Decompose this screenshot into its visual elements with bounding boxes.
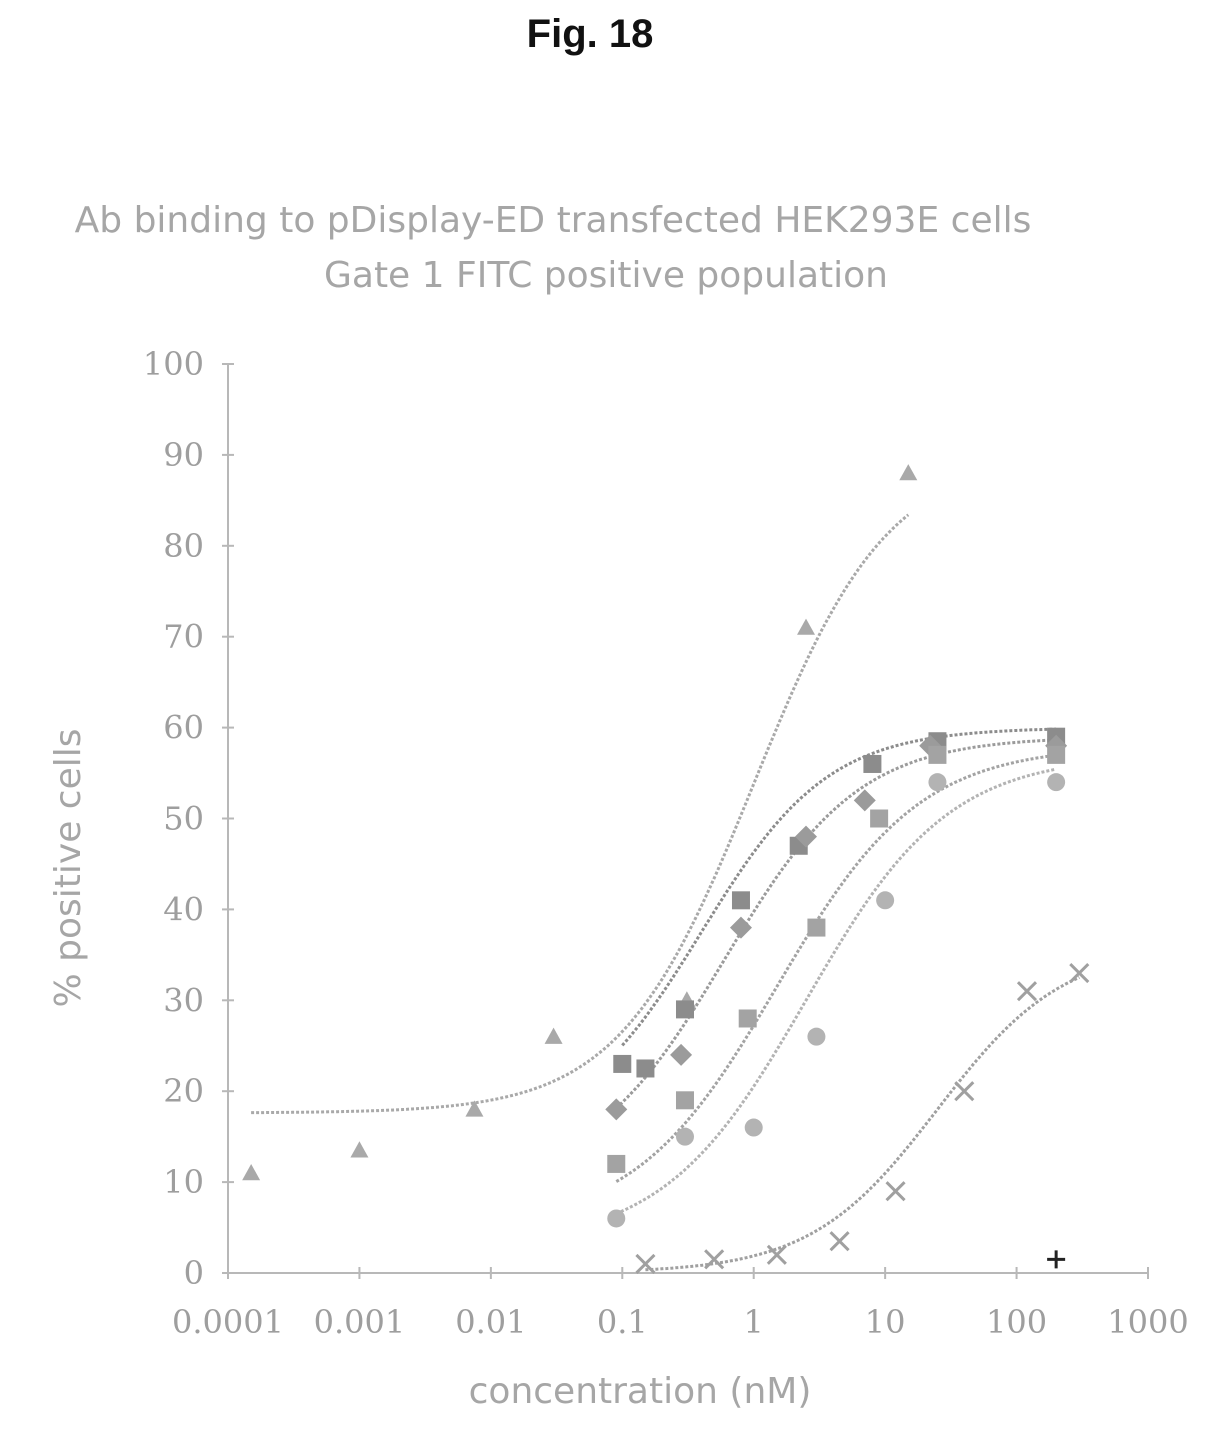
axes	[222, 363, 1149, 1279]
chart-subtitle: Gate 1 FITC positive population	[324, 255, 888, 296]
data-point-series-4	[870, 809, 889, 828]
data-point-series-6	[766, 1244, 787, 1265]
tick-labels: 0 10 20 30 40 50 60 70 80 90 100 0.0001 0.001 0.01 0.1…	[143, 345, 1189, 1341]
y-tick-label: 0	[184, 1254, 204, 1292]
fit-curve-series-6	[645, 975, 1080, 1272]
data-point-series-1	[797, 618, 816, 635]
fit-curve-series-4	[615, 753, 1057, 1183]
y-tick-label: 40	[163, 890, 204, 928]
data-point-series-4	[675, 1091, 694, 1110]
data-point-series-6	[1069, 962, 1090, 984]
data-point-series-2	[863, 754, 882, 773]
x-tick-label: 100	[986, 1303, 1047, 1341]
x-tick-label: 0.1	[597, 1303, 648, 1341]
x-tick-label: 1	[744, 1303, 764, 1341]
data-point-series-6	[704, 1249, 725, 1270]
data-point-series-3	[670, 1043, 693, 1066]
data-point-series-4	[807, 918, 826, 937]
y-tick-label: 80	[163, 527, 204, 565]
data-point-series-4	[738, 1009, 757, 1028]
data-point-series-2	[675, 1000, 694, 1019]
data-point-series-6	[635, 1253, 656, 1274]
y-tick-label: 10	[163, 1163, 204, 1201]
data-point-series-7	[1047, 1250, 1066, 1269]
x-tick-label: 10	[865, 1303, 906, 1341]
x-axis-label: concentration (nM)	[469, 1371, 812, 1412]
fit-curves	[251, 513, 1080, 1272]
data-point-series-1	[544, 1027, 563, 1044]
x-tick-label: 0.01	[455, 1303, 526, 1341]
figure-label: Fig. 18	[526, 12, 654, 56]
data-point-series-5	[928, 773, 947, 792]
y-tick-label: 30	[163, 981, 204, 1019]
data-point-series-2	[636, 1059, 655, 1078]
data-point-series-2	[731, 891, 750, 910]
data-point-series-1	[465, 1100, 484, 1117]
y-axis-label: % positive cells	[48, 729, 89, 1008]
fit-curve-series-2	[621, 727, 1057, 1047]
data-point-series-3	[605, 1098, 628, 1121]
data-point-series-3	[853, 789, 876, 812]
data-points	[242, 464, 1090, 1274]
y-tick-label: 100	[143, 345, 204, 383]
data-point-series-5	[607, 1209, 626, 1228]
data-point-series-3	[729, 916, 752, 939]
data-point-series-4	[928, 745, 947, 764]
data-point-series-6	[829, 1231, 850, 1252]
data-point-series-4	[607, 1154, 626, 1173]
chart-title: Ab binding to pDisplay-ED transfected HE…	[75, 200, 1032, 241]
data-point-series-1	[350, 1141, 369, 1158]
y-tick-label: 50	[163, 800, 204, 838]
data-point-series-1	[899, 464, 918, 481]
x-tick-label: 0.0001	[172, 1303, 284, 1341]
data-point-series-5	[807, 1027, 826, 1046]
data-point-series-4	[1047, 745, 1066, 764]
data-point-series-6	[1016, 981, 1038, 1002]
x-tick-label: 1000	[1107, 1303, 1188, 1341]
y-tick-label: 90	[163, 436, 204, 474]
data-point-series-5	[744, 1118, 763, 1137]
data-point-series-2	[613, 1054, 632, 1073]
data-point-series-5	[876, 891, 895, 910]
fit-curve-series-1	[251, 513, 910, 1115]
data-point-series-6	[885, 1181, 906, 1202]
y-tick-label: 20	[163, 1072, 204, 1110]
data-point-series-5	[1047, 773, 1066, 792]
data-point-series-5	[675, 1127, 694, 1146]
x-tick-label: 0.001	[314, 1303, 406, 1341]
y-tick-label: 70	[163, 618, 204, 656]
data-point-series-1	[242, 1164, 261, 1181]
data-point-series-6	[954, 1081, 975, 1102]
fit-curve-series-5	[615, 767, 1057, 1215]
y-tick-label: 60	[163, 709, 204, 747]
data-point-series-3	[795, 825, 818, 848]
